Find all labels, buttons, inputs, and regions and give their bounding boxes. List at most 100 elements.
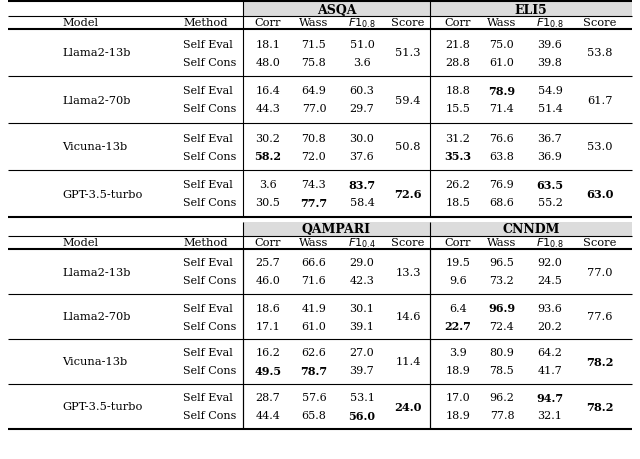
Text: 71.4: 71.4 bbox=[490, 104, 515, 114]
Text: 3.6: 3.6 bbox=[353, 57, 371, 67]
Text: 13.3: 13.3 bbox=[396, 267, 420, 277]
Text: $\mathit{F}1_{0.8}$: $\mathit{F}1_{0.8}$ bbox=[536, 236, 564, 250]
Text: 71.6: 71.6 bbox=[301, 276, 326, 286]
Text: 20.2: 20.2 bbox=[538, 321, 563, 331]
Text: Self Cons: Self Cons bbox=[183, 321, 236, 331]
Text: 96.2: 96.2 bbox=[490, 392, 515, 403]
Text: 77.6: 77.6 bbox=[588, 312, 612, 322]
Text: 41.9: 41.9 bbox=[301, 303, 326, 313]
Text: 76.9: 76.9 bbox=[490, 180, 515, 190]
Text: 64.9: 64.9 bbox=[301, 86, 326, 96]
Text: $\mathit{F}1_{0.8}$: $\mathit{F}1_{0.8}$ bbox=[536, 17, 564, 30]
Text: 3.6: 3.6 bbox=[259, 180, 277, 190]
Text: 63.0: 63.0 bbox=[586, 189, 614, 200]
Text: $\mathit{F}1_{0.4}$: $\mathit{F}1_{0.4}$ bbox=[348, 236, 376, 250]
Text: 76.6: 76.6 bbox=[490, 133, 515, 143]
Text: 62.6: 62.6 bbox=[301, 348, 326, 358]
Text: Corr: Corr bbox=[445, 238, 471, 248]
Text: 6.4: 6.4 bbox=[449, 303, 467, 313]
Text: Score: Score bbox=[391, 238, 425, 248]
Text: Self Cons: Self Cons bbox=[183, 198, 236, 208]
Text: Wass: Wass bbox=[487, 238, 516, 248]
Text: Llama2-13b: Llama2-13b bbox=[62, 267, 131, 277]
Text: 96.9: 96.9 bbox=[488, 302, 516, 313]
Text: Llama2-70b: Llama2-70b bbox=[62, 312, 131, 322]
Bar bbox=[430, 3, 632, 17]
Text: 30.0: 30.0 bbox=[349, 133, 374, 143]
Text: 74.3: 74.3 bbox=[301, 180, 326, 190]
Text: Self Eval: Self Eval bbox=[183, 39, 233, 50]
Text: 18.1: 18.1 bbox=[255, 39, 280, 50]
Text: 77.0: 77.0 bbox=[588, 267, 612, 277]
Text: 32.1: 32.1 bbox=[538, 411, 563, 420]
Text: 53.8: 53.8 bbox=[588, 48, 612, 58]
Text: 41.7: 41.7 bbox=[538, 366, 563, 375]
Text: 93.6: 93.6 bbox=[538, 303, 563, 313]
Text: 78.2: 78.2 bbox=[586, 401, 614, 412]
Text: 44.3: 44.3 bbox=[255, 104, 280, 114]
Text: 63.8: 63.8 bbox=[490, 151, 515, 161]
Text: 37.6: 37.6 bbox=[349, 151, 374, 161]
Text: 77.7: 77.7 bbox=[300, 197, 328, 208]
Text: 18.5: 18.5 bbox=[445, 198, 470, 208]
Text: 56.0: 56.0 bbox=[349, 410, 376, 421]
Text: 25.7: 25.7 bbox=[255, 258, 280, 268]
Text: Self Cons: Self Cons bbox=[183, 276, 236, 286]
Text: 96.5: 96.5 bbox=[490, 258, 515, 268]
Text: Score: Score bbox=[583, 238, 617, 248]
Text: 17.1: 17.1 bbox=[255, 321, 280, 331]
Bar bbox=[243, 223, 430, 236]
Text: 30.2: 30.2 bbox=[255, 133, 280, 143]
Text: Self Eval: Self Eval bbox=[183, 303, 233, 313]
Text: 14.6: 14.6 bbox=[396, 312, 420, 322]
Text: 77.0: 77.0 bbox=[301, 104, 326, 114]
Text: 35.3: 35.3 bbox=[444, 151, 472, 162]
Text: 17.0: 17.0 bbox=[445, 392, 470, 403]
Text: 44.4: 44.4 bbox=[255, 411, 280, 420]
Text: 18.9: 18.9 bbox=[445, 366, 470, 375]
Text: Score: Score bbox=[583, 18, 617, 28]
Bar bbox=[243, 3, 430, 17]
Text: 53.1: 53.1 bbox=[349, 392, 374, 403]
Text: 30.5: 30.5 bbox=[255, 198, 280, 208]
Text: 70.8: 70.8 bbox=[301, 133, 326, 143]
Text: 3.9: 3.9 bbox=[449, 348, 467, 358]
Text: 18.8: 18.8 bbox=[445, 86, 470, 96]
Text: 46.0: 46.0 bbox=[255, 276, 280, 286]
Text: 31.2: 31.2 bbox=[445, 133, 470, 143]
Text: 71.5: 71.5 bbox=[301, 39, 326, 50]
Text: 51.3: 51.3 bbox=[396, 48, 420, 58]
Text: ELI5: ELI5 bbox=[515, 4, 547, 17]
Text: 72.4: 72.4 bbox=[490, 321, 515, 331]
Text: 39.7: 39.7 bbox=[349, 366, 374, 375]
Text: 15.5: 15.5 bbox=[445, 104, 470, 114]
Text: Corr: Corr bbox=[255, 18, 281, 28]
Text: Self Eval: Self Eval bbox=[183, 133, 233, 143]
Text: 63.5: 63.5 bbox=[536, 179, 564, 190]
Text: Self Eval: Self Eval bbox=[183, 392, 233, 403]
Text: 24.0: 24.0 bbox=[394, 401, 422, 412]
Text: Self Cons: Self Cons bbox=[183, 57, 236, 67]
Text: 51.0: 51.0 bbox=[349, 39, 374, 50]
Text: Self Eval: Self Eval bbox=[183, 258, 233, 268]
Text: 18.6: 18.6 bbox=[255, 303, 280, 313]
Text: Wass: Wass bbox=[487, 18, 516, 28]
Text: 61.7: 61.7 bbox=[588, 95, 612, 105]
Text: 66.6: 66.6 bbox=[301, 258, 326, 268]
Text: Method: Method bbox=[183, 18, 227, 28]
Text: 61.0: 61.0 bbox=[490, 57, 515, 67]
Text: Vicuna-13b: Vicuna-13b bbox=[62, 142, 127, 152]
Text: 28.8: 28.8 bbox=[445, 57, 470, 67]
Text: 72.0: 72.0 bbox=[301, 151, 326, 161]
Text: 29.7: 29.7 bbox=[349, 104, 374, 114]
Text: Score: Score bbox=[391, 18, 425, 28]
Text: 53.0: 53.0 bbox=[588, 142, 612, 152]
Text: 78.9: 78.9 bbox=[488, 86, 516, 97]
Text: Self Cons: Self Cons bbox=[183, 104, 236, 114]
Text: Llama2-70b: Llama2-70b bbox=[62, 95, 131, 105]
Text: Model: Model bbox=[62, 238, 98, 248]
Text: 16.4: 16.4 bbox=[255, 86, 280, 96]
Text: CNNDM: CNNDM bbox=[502, 223, 560, 236]
Text: Self Eval: Self Eval bbox=[183, 348, 233, 358]
Text: 54.9: 54.9 bbox=[538, 86, 563, 96]
